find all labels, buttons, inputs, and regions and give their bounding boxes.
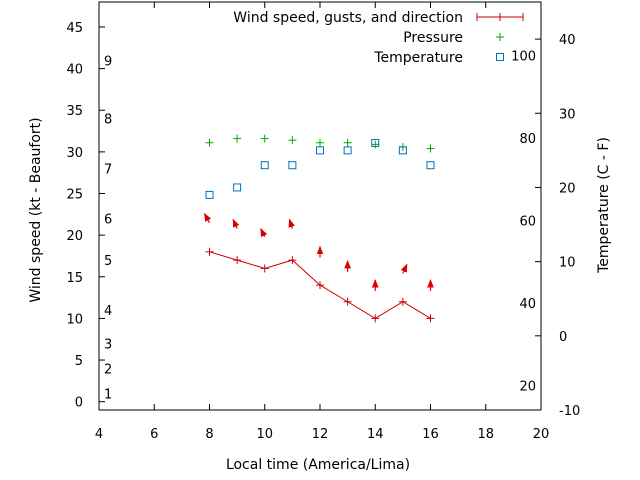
- beaufort-label: 4: [104, 304, 112, 319]
- temperature-point: [371, 138, 380, 147]
- y-left-tick-label: 5: [75, 354, 83, 369]
- y-left-tick-label: 30: [66, 146, 83, 161]
- x-tick-label: 6: [150, 427, 158, 442]
- beaufort-label: 6: [104, 212, 112, 227]
- temperature-point: [316, 146, 324, 155]
- y-right-tick-label: 30: [559, 107, 576, 122]
- x-tick-label: 12: [312, 427, 329, 442]
- fahrenheit-label: 60: [519, 214, 536, 229]
- plot-frame: [98, 1, 542, 411]
- pressure-point: [316, 138, 324, 147]
- x-tick-label: 14: [367, 427, 384, 442]
- temperature-point: [398, 146, 407, 155]
- wind-speed-point: [260, 264, 269, 273]
- y-left-tick-label: 35: [66, 104, 83, 119]
- wind-direction-arrow: [203, 212, 212, 223]
- x-axis-title: Local time (America/Lima): [226, 457, 410, 473]
- y-left-tick-label: 45: [66, 21, 83, 36]
- y-right-tick-label: -10: [559, 404, 580, 419]
- y-axis-left-title: Wind speed (kt - Beaufort): [28, 117, 44, 302]
- x-tick-label: 20: [533, 427, 550, 442]
- wind-speed-point: [343, 297, 352, 306]
- beaufort-label: 1: [104, 387, 112, 402]
- x-tick-label: 8: [205, 427, 213, 442]
- temperature-point: [233, 183, 242, 192]
- data-marks: [203, 134, 435, 323]
- legend: Wind speed, gusts, and direction Pressure…: [233, 10, 524, 66]
- pressure-point: [426, 144, 435, 153]
- y-axis-right-title: Temperature (C - F): [596, 137, 612, 274]
- y-left-tick-label: 20: [66, 229, 83, 244]
- temperature-point: [343, 146, 352, 155]
- beaufort-label: 9: [104, 54, 112, 69]
- fahrenheit-label: 20: [519, 379, 536, 394]
- x-tick-label: 16: [422, 427, 439, 442]
- wind-direction-arrow: [232, 218, 240, 229]
- fahrenheit-label: 100: [511, 50, 536, 65]
- x-tick-label: 4: [95, 427, 103, 442]
- y-left-tick-label: 40: [66, 63, 83, 78]
- legend-label: Wind speed, gusts, and direction: [233, 10, 463, 26]
- wind-speed-point: [316, 281, 324, 290]
- beaufort-label: 7: [104, 163, 112, 178]
- pressure-point: [260, 134, 269, 143]
- wind-direction-arrow: [288, 218, 295, 229]
- y-left-tick-label: 25: [66, 188, 83, 203]
- x-tick-label: 18: [477, 427, 494, 442]
- beaufort-label: 5: [104, 254, 112, 269]
- temperature-point: [426, 161, 435, 170]
- wind-speed-point: [205, 247, 214, 256]
- temperature-point: [205, 190, 214, 199]
- legend-label: Pressure: [403, 30, 463, 46]
- wind-speed-point: [426, 314, 435, 323]
- beaufort-labels: 1 2 3 4 5 6 7 8 9: [104, 54, 112, 402]
- x-tick-label: 10: [256, 427, 273, 442]
- y-left-tick-label: 0: [75, 396, 83, 411]
- temperature-point: [288, 161, 297, 170]
- y-right-tick-label: 10: [559, 256, 576, 271]
- pressure-point: [371, 140, 380, 149]
- wind-direction-arrow: [260, 228, 268, 238]
- y-right-tick-label: 20: [559, 181, 576, 196]
- pressure-point: [343, 138, 352, 147]
- wind-speed-point: [233, 256, 242, 265]
- wind-speed-point: [288, 256, 297, 265]
- y-left-tick-label: 10: [66, 312, 83, 327]
- wind-speed-point: [398, 297, 407, 306]
- pressure-point: [288, 136, 297, 145]
- fahrenheit-label: 80: [519, 132, 536, 147]
- wind-speed-point: [371, 314, 380, 323]
- temperature-point: [260, 161, 269, 170]
- tick-marks: 4 6 8 10 12 14 16 18 20051015202530354045-100102…: [66, 2, 580, 442]
- beaufort-label: 2: [104, 362, 112, 377]
- pressure-point: [205, 138, 214, 147]
- fahrenheit-label: 40: [519, 297, 536, 312]
- legend-temperature-swatch: [496, 53, 504, 61]
- y-right-tick-label: 40: [559, 33, 576, 48]
- beaufort-label: 3: [104, 337, 112, 352]
- beaufort-label: 8: [104, 113, 112, 128]
- legend-label: Temperature: [373, 50, 463, 66]
- pressure-point: [233, 134, 242, 143]
- wind-direction-arrow: [400, 263, 408, 274]
- y-right-tick-label: 0: [559, 330, 567, 345]
- y-left-tick-label: 15: [66, 271, 83, 286]
